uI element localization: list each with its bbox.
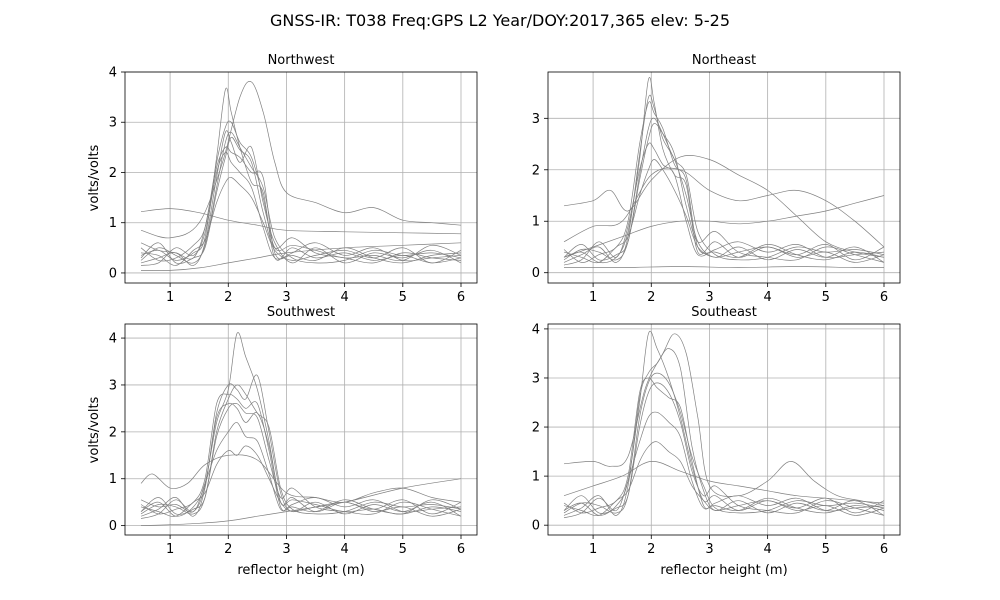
y-tick-label: 3	[532, 371, 540, 386]
x-tick-label: 4	[340, 290, 348, 305]
series-line	[140, 146, 462, 264]
x-axis-label: reflector height (m)	[237, 563, 364, 578]
y-tick-label: 4	[109, 66, 117, 81]
x-tick-label: 2	[224, 290, 232, 305]
y-tick-label: 1	[532, 215, 540, 230]
series-line	[563, 123, 885, 263]
x-tick-label: 4	[763, 542, 771, 557]
series-line	[140, 402, 462, 517]
series-line	[563, 330, 885, 516]
x-axis-label: reflector height (m)	[660, 563, 787, 578]
y-tick-label: 4	[532, 322, 540, 337]
x-tick-label: 2	[647, 290, 655, 305]
series-line	[140, 242, 462, 271]
series-line	[563, 142, 885, 266]
x-tick-label: 5	[822, 290, 830, 305]
series-group	[563, 77, 885, 268]
x-tick-label: 2	[224, 542, 232, 557]
series-group	[140, 332, 462, 526]
series-line	[563, 94, 885, 263]
panel-title: Southwest	[267, 305, 335, 320]
series-line	[563, 372, 885, 514]
series-line	[563, 266, 885, 268]
panel-southwest: Southwest volts/volts reflector height (…	[87, 305, 478, 578]
x-tick-label: 6	[880, 290, 888, 305]
panel-southeast: Southeast reflector height (m) 1 2 3 4 5 6 0 1 2…	[532, 305, 901, 578]
series-line	[140, 120, 462, 262]
y-axis-label: volts/volts	[87, 144, 102, 211]
series-line	[563, 441, 885, 517]
x-tick-label: 3	[282, 290, 290, 305]
x-tick-label: 5	[399, 542, 407, 557]
x-tick-label: 4	[340, 542, 348, 557]
series-line	[140, 454, 462, 503]
series-line	[140, 478, 462, 526]
y-tick-label: 2	[532, 421, 540, 436]
y-tick-label: 2	[109, 166, 117, 181]
figure-title: GNSS-IR: T038 Freq:GPS L2 Year/DOY:2017,…	[270, 11, 730, 30]
axes-frame	[124, 323, 478, 536]
series-line	[140, 393, 462, 515]
y-tick-label: 1	[532, 470, 540, 485]
series-line	[563, 411, 885, 519]
y-tick-label: 3	[109, 116, 117, 131]
series-line	[563, 159, 885, 264]
series-line	[140, 332, 462, 517]
series-line	[140, 151, 462, 266]
series-line	[140, 374, 462, 517]
panel-northeast: Northeast 1 2 3 4 5 6 0 1 2 3	[532, 53, 901, 305]
axes-frame	[547, 323, 901, 536]
y-tick-label: 0	[532, 266, 540, 281]
series-line	[140, 177, 462, 266]
y-tick-label: 0	[109, 266, 117, 281]
series-line	[140, 81, 462, 239]
series-line	[140, 87, 462, 264]
series-line	[563, 382, 885, 516]
series-group	[563, 330, 885, 519]
y-tick-label: 4	[109, 332, 117, 347]
x-tick-label: 4	[763, 290, 771, 305]
x-tick-label: 1	[589, 542, 597, 557]
panel-title: Southeast	[691, 305, 757, 320]
y-tick-label: 3	[109, 378, 117, 393]
x-tick-label: 5	[399, 290, 407, 305]
y-tick-label: 0	[109, 519, 117, 534]
x-tick-label: 1	[589, 290, 597, 305]
series-line	[563, 333, 885, 506]
x-tick-label: 3	[705, 542, 713, 557]
x-tick-label: 6	[457, 290, 465, 305]
y-tick-label: 0	[532, 519, 540, 534]
panel-northwest: Northwest volts/volts 1 2 3 4 5 6 0 1 2 3 4	[87, 53, 478, 305]
x-tick-label: 1	[166, 290, 174, 305]
x-tick-label: 3	[705, 290, 713, 305]
series-line	[140, 131, 462, 264]
axes-frame	[547, 71, 901, 284]
series-line	[563, 195, 885, 258]
series-line	[563, 461, 885, 504]
x-tick-label: 6	[880, 542, 888, 557]
series-line	[563, 348, 885, 516]
series-line	[563, 167, 885, 248]
y-tick-label: 3	[532, 112, 540, 127]
x-tick-label: 2	[647, 542, 655, 557]
series-line	[140, 208, 462, 235]
x-tick-label: 6	[457, 542, 465, 557]
gridlines	[548, 72, 900, 283]
panel-title: Northeast	[692, 53, 756, 68]
panel-title: Northwest	[268, 53, 335, 68]
series-line	[140, 402, 462, 515]
y-tick-label: 1	[109, 472, 117, 487]
axes-frame	[124, 71, 478, 284]
series-line	[563, 155, 885, 258]
series-line	[140, 130, 462, 266]
y-tick-label: 2	[532, 163, 540, 178]
x-tick-label: 1	[166, 542, 174, 557]
x-tick-label: 3	[282, 542, 290, 557]
y-tick-label: 2	[109, 425, 117, 440]
x-tick-label: 5	[822, 542, 830, 557]
y-axis-label: volts/volts	[87, 396, 102, 463]
y-tick-label: 1	[109, 216, 117, 231]
series-group	[140, 81, 462, 271]
